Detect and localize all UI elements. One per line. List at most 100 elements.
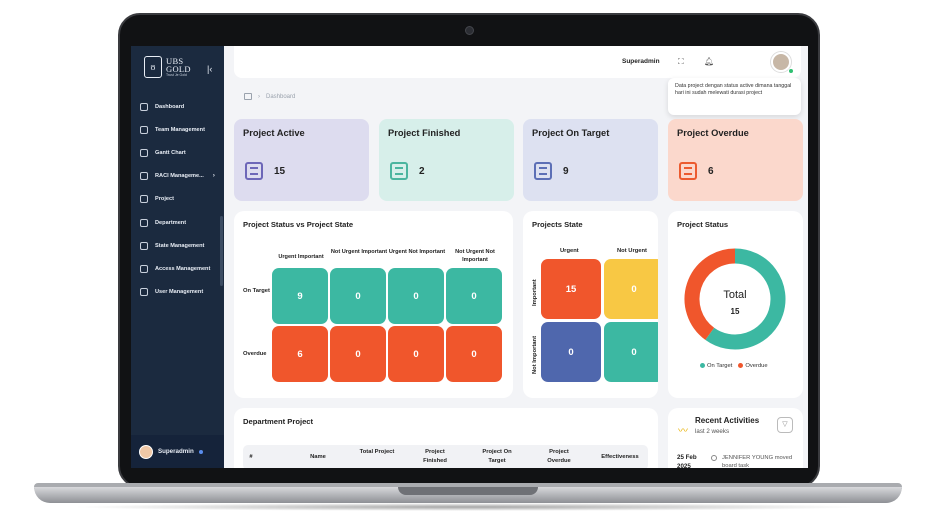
donut-slice-on-target[interactable] [705, 248, 786, 350]
column-header: Name [310, 454, 326, 460]
breadcrumb: › Dashboard [244, 93, 295, 100]
column-header: Not Urgent [617, 248, 647, 254]
chart-legend: On Target Overdue [700, 363, 768, 369]
matrix-cell[interactable]: 0 [330, 326, 386, 382]
sidebar-item-project[interactable]: Project [140, 188, 224, 211]
column-header: Urgent Important [278, 254, 324, 260]
column-header: Effectiveness [601, 454, 639, 460]
matrix-cell[interactable]: 0 [446, 268, 502, 324]
matrix-cell[interactable]: 0 [330, 268, 386, 324]
panel-title: Project Status vs Project State [243, 220, 354, 229]
matrix-cell[interactable]: 0 [388, 326, 444, 382]
donut-center-label: Total [723, 289, 746, 301]
donut-chart[interactable]: Total 15 [668, 239, 803, 359]
legend-label: Overdue [745, 363, 768, 370]
header-user-name[interactable]: Superadmin [622, 58, 660, 65]
stat-title: Project Finished [388, 128, 461, 138]
collapse-sidebar-icon[interactable]: |‹ [207, 64, 213, 74]
logo-mark-icon: ʊ [144, 56, 162, 78]
breadcrumb-separator: › [258, 93, 260, 100]
row-header: Important [532, 279, 538, 306]
sidebar-item-label: Gantt Chart [155, 149, 186, 156]
stat-value: 15 [274, 166, 286, 177]
sidebar-item-label: Department [155, 219, 187, 226]
matrix-cell[interactable]: 6 [272, 326, 328, 382]
fullscreen-icon[interactable]: ⛶ [678, 57, 684, 66]
sidebar-user-name: Superadmin [158, 448, 194, 455]
sidebar-item-user-management[interactable]: User Management [140, 281, 224, 304]
tooltip: Data project dengan status active dimana… [668, 78, 801, 115]
legend-item: Overdue [738, 363, 768, 370]
sidebar-scrollbar[interactable] [220, 216, 223, 286]
gantt-icon [140, 148, 148, 157]
webcam [465, 26, 474, 35]
brand-logo[interactable]: ʊ UBS GOLD Trust Je Gold [144, 56, 191, 78]
filter-button[interactable]: ▽ [777, 417, 793, 433]
stat-title: Project Overdue [677, 128, 749, 138]
matrix-cell[interactable]: 0 [541, 322, 601, 382]
donut-center-value: 15 [731, 307, 740, 316]
matrix-cell[interactable]: 0 [446, 326, 502, 382]
chevron-right-icon: › [212, 173, 215, 180]
sidebar-item-team-management[interactable]: Team Management [140, 118, 224, 141]
stat-card-on-target[interactable]: Project On Target 9 [523, 119, 658, 201]
column-header: Not Urgent Important [330, 249, 388, 255]
panel-title: Projects State [532, 220, 583, 229]
home-icon[interactable] [244, 93, 252, 100]
top-header [234, 46, 801, 78]
sidebar-item-label: User Management [155, 289, 204, 296]
stat-card-active[interactable]: Project Active 15 [234, 119, 369, 201]
sidebar-item-access-management[interactable]: Access Management [140, 257, 224, 280]
stat-value: 2 [419, 166, 425, 177]
matrix-cell[interactable]: 0 [604, 322, 658, 382]
state-icon [140, 241, 148, 250]
stat-value: 9 [563, 166, 569, 177]
stat-card-finished[interactable]: Project Finished 2 [379, 119, 514, 201]
legend-swatch [700, 363, 705, 368]
column-header: Project Finished [423, 449, 447, 464]
activity-icon [711, 455, 717, 461]
donut-slice-overdue[interactable] [684, 248, 736, 340]
sidebar-item-label: Project [155, 196, 174, 203]
matrix-cell[interactable]: 9 [272, 268, 328, 324]
logo-tagline: Trust Je Gold [166, 73, 187, 77]
matrix-cell[interactable]: 0 [604, 259, 658, 319]
sidebar-item-gantt-chart[interactable]: Gantt Chart [140, 141, 224, 164]
raci-icon [140, 172, 148, 181]
activity-text: JENNIFER YOUNG moved board task [722, 455, 793, 468]
stat-title: Project On Target [532, 128, 610, 138]
online-status-icon [788, 68, 794, 74]
matrix-cell[interactable]: 15 [541, 259, 601, 319]
status-dot-icon [198, 449, 203, 454]
project-icon [140, 195, 148, 204]
avatar[interactable] [771, 52, 791, 72]
list-icon [390, 162, 408, 180]
laptop-base [34, 487, 902, 503]
sidebar-item-label: Team Management [155, 126, 205, 133]
laptop-notch [398, 487, 538, 495]
avatar [139, 444, 153, 459]
panel-title: Project Status [677, 220, 729, 229]
matrix-cell[interactable]: 0 [388, 268, 444, 324]
sidebar-item-label: Dashboard [155, 103, 185, 110]
dashboard-icon [140, 102, 148, 111]
sidebar-item-dashboard[interactable]: Dashboard [140, 95, 224, 118]
list-icon [534, 162, 552, 180]
sidebar-item-label: RACI Manageme... [155, 173, 204, 180]
bell-icon[interactable]: 🔔︎ [704, 57, 715, 66]
sidebar-user[interactable]: Superadmin [131, 435, 224, 468]
stat-value: 6 [708, 166, 714, 177]
logo-line2: GOLD [166, 64, 191, 74]
sidebar-item-raci-management[interactable]: RACI Manageme... › [140, 165, 224, 188]
stat-card-overdue[interactable]: Project Overdue 6 [668, 119, 803, 201]
sidebar: ʊ UBS GOLD Trust Je Gold |‹ Dashboard Te… [131, 46, 224, 468]
app-screen: ʊ UBS GOLD Trust Je Gold |‹ Dashboard Te… [131, 46, 808, 468]
panel-title: Recent Activities [695, 416, 760, 425]
column-header: Not Urgent Not Important [455, 249, 495, 263]
sidebar-item-state-management[interactable]: State Management [140, 234, 224, 257]
breadcrumb-current[interactable]: Dashboard [266, 93, 296, 100]
legend-swatch [738, 363, 744, 368]
laptop-hinge [34, 483, 902, 489]
sidebar-item-department[interactable]: Department [140, 211, 224, 234]
sidebar-item-label: Access Management [155, 265, 211, 272]
